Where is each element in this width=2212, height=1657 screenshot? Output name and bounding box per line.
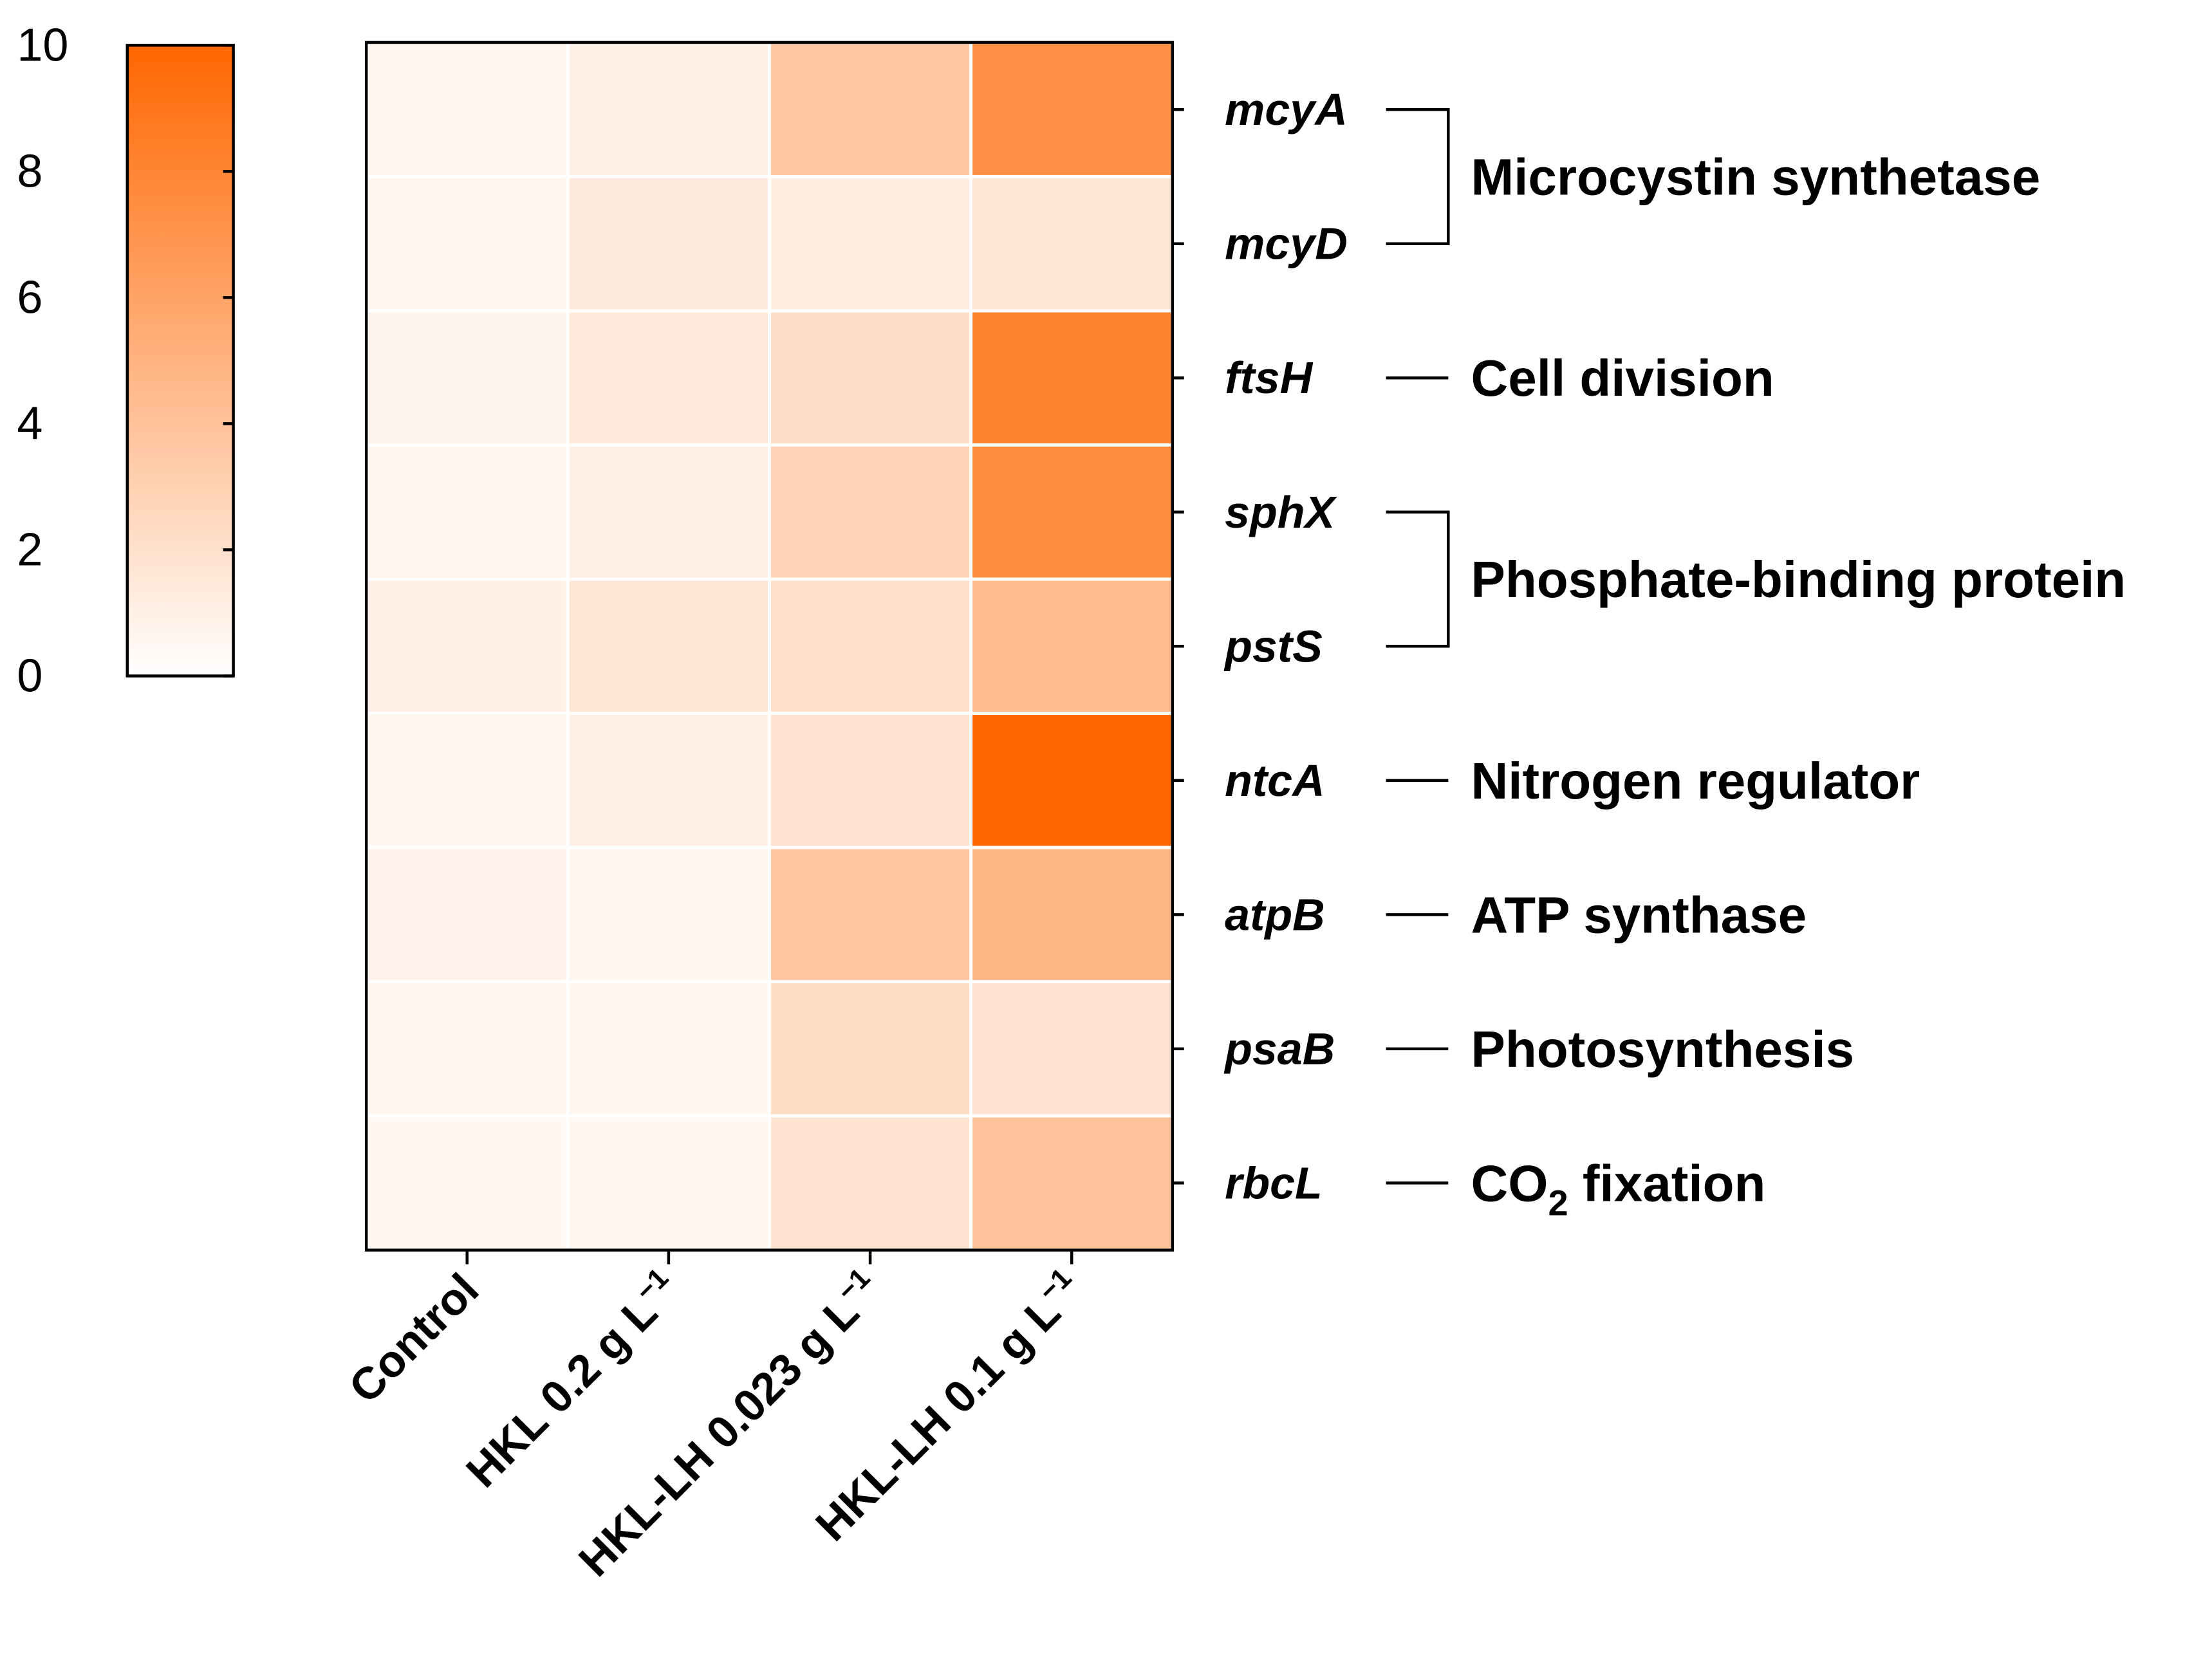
heatmap-cell xyxy=(969,309,1175,447)
colorbar-gradient xyxy=(125,44,235,678)
heatmap-cell xyxy=(566,712,771,849)
heatmap-cell xyxy=(767,1114,973,1252)
heatmap-cell xyxy=(767,980,973,1118)
heatmap-cell xyxy=(566,309,771,447)
function-label: Nitrogen regulator xyxy=(1471,752,1920,810)
heatmap-cell xyxy=(364,980,570,1118)
colorbar-tick-label: 6 xyxy=(17,272,42,323)
function-groups: Microcystin synthetase Cell division Phosp… xyxy=(1386,107,2126,1223)
heatmap-cell xyxy=(969,41,1175,178)
colorbar-tick-label: 10 xyxy=(17,19,68,71)
gene-label: atpB xyxy=(1225,889,1325,940)
function-label: ATP synthase xyxy=(1471,886,1807,943)
gene-label: pstS xyxy=(1223,621,1323,671)
heatmap-cell xyxy=(566,174,771,313)
heatmap-cell xyxy=(566,443,771,581)
gene-label: ntcA xyxy=(1225,755,1325,806)
group-bracket xyxy=(1386,107,1450,245)
heatmap-cell xyxy=(566,846,771,984)
heatmap-cell xyxy=(566,41,771,178)
heatmap-cell xyxy=(767,309,973,447)
heatmap-cell xyxy=(767,577,973,716)
group-bracket xyxy=(1386,510,1450,648)
heatmap-cell xyxy=(364,174,570,313)
function-label: Photosynthesis xyxy=(1471,1021,1854,1078)
heatmap-cell xyxy=(364,41,570,178)
heatmap-cell xyxy=(969,443,1175,581)
heatmap-cell xyxy=(969,577,1175,716)
function-label: Microcystin synthetase xyxy=(1471,148,2040,205)
colorbar-tick-label: 2 xyxy=(17,524,42,575)
gene-label: mcyA xyxy=(1225,84,1348,134)
treatment-label: Control xyxy=(339,1264,488,1412)
heatmap-cell xyxy=(767,41,973,178)
heatmap-cell xyxy=(364,577,570,716)
function-label: CO2 fixation xyxy=(1471,1154,1765,1223)
heatmap-cell xyxy=(364,443,570,581)
heatmap-cell xyxy=(566,980,771,1118)
heatmap-cell xyxy=(767,846,973,984)
heatmap-cell xyxy=(767,443,973,581)
heatmap-cell xyxy=(364,846,570,984)
heatmap-cell xyxy=(969,174,1175,313)
heatmap-cell xyxy=(767,712,973,849)
gene-label: rbcL xyxy=(1225,1158,1323,1208)
treatment-label: HKL 0.2 g L−1 xyxy=(455,1262,690,1497)
heatmap-cell xyxy=(566,1114,771,1252)
heatmap-cell xyxy=(364,712,570,849)
gene-labels: mcyA mcyD ftsH sphX pstS ntcA atpB psaB rbcL xyxy=(1223,84,1348,1208)
heatmap-cell xyxy=(969,712,1175,849)
heatmap-cell xyxy=(969,1114,1175,1252)
gene-label: sphX xyxy=(1225,487,1337,537)
function-label: Cell division xyxy=(1471,349,1774,407)
gene-label: mcyD xyxy=(1225,219,1348,269)
colorbar-tick-label: 0 xyxy=(17,650,42,701)
heatmap-axes xyxy=(364,41,1184,1264)
gene-label: psaB xyxy=(1223,1024,1335,1074)
heatmap-cell xyxy=(364,309,570,447)
gene-label: ftsH xyxy=(1225,353,1314,403)
colorbar-tick-label: 8 xyxy=(17,145,42,197)
colorbar-tick-label: 4 xyxy=(17,398,42,449)
colorbar: 0 2 4 6 8 10 xyxy=(17,19,235,701)
heatmap-cell xyxy=(767,174,973,313)
heatmap-cell xyxy=(969,980,1175,1118)
heatmap-cell xyxy=(364,1114,570,1252)
heatmap-cell xyxy=(566,577,771,716)
function-label: Phosphate-binding protein xyxy=(1471,551,2126,608)
heatmap-cell xyxy=(969,846,1175,984)
heatmap-cells xyxy=(364,41,1175,1252)
